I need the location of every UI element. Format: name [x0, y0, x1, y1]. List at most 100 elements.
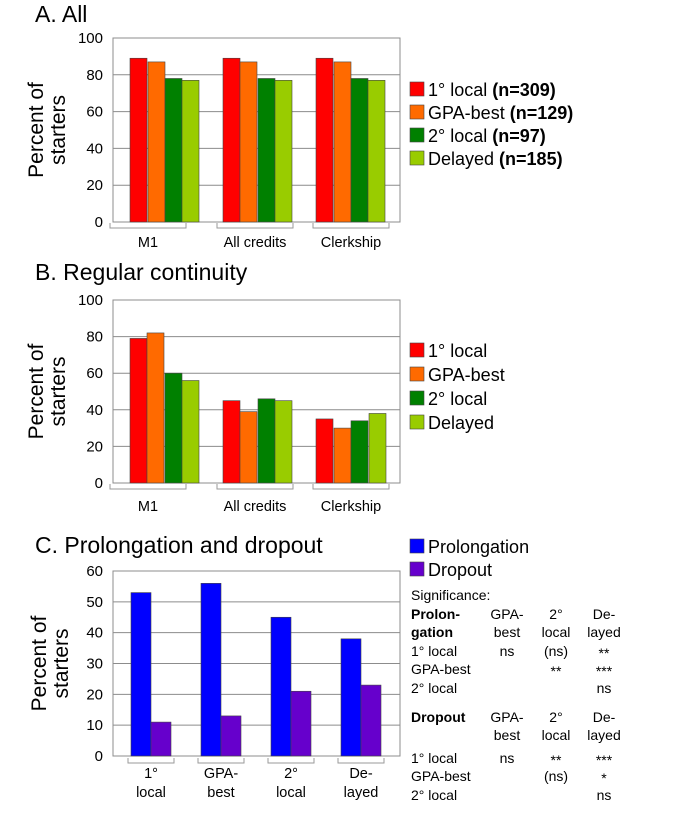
- dropout-label: Dropout: [411, 709, 466, 725]
- chart-panel-a: A. All 0 20 40 60 80 100 Percent ofstarters M1 Al…: [25, 1, 573, 251]
- column-header: local: [542, 624, 571, 640]
- column-header: 2°: [549, 606, 562, 622]
- y-tick-label: 40: [86, 402, 103, 419]
- significance-cell: (ns): [544, 768, 568, 784]
- bar: [200, 583, 222, 757]
- significance-cell: **: [599, 645, 610, 661]
- legend-count: (n=309): [492, 80, 556, 100]
- y-axis-label-line: starters: [47, 356, 70, 426]
- column-header: De-: [593, 606, 616, 622]
- legend-label: GPA-best: [428, 365, 505, 385]
- category-bracket: [197, 758, 245, 764]
- bar: [257, 398, 276, 484]
- significance-cell: ns: [500, 643, 515, 659]
- x-category-label: All credits: [224, 499, 287, 515]
- y-tick-label: 40: [86, 140, 103, 157]
- column-header: best: [494, 624, 521, 640]
- y-tick-label: 0: [95, 214, 103, 231]
- panel-title: A. All: [35, 1, 87, 27]
- column-header: GPA-: [490, 709, 524, 725]
- bar: [129, 338, 148, 484]
- significance-cell: ns: [500, 750, 515, 766]
- y-tick-label: 20: [86, 177, 103, 194]
- prolongation-label: Prolon-: [411, 606, 460, 622]
- y-axis-label-line: Percent of: [28, 615, 51, 711]
- significance-cell: ***: [596, 663, 613, 679]
- bar: [150, 721, 172, 757]
- column-header: local: [542, 727, 571, 743]
- x-category-label: GPA-: [204, 766, 239, 782]
- prolongation-label: gation: [411, 624, 453, 640]
- legend-swatch: [409, 390, 425, 406]
- bar: [222, 57, 241, 223]
- legend-count: (n=97): [492, 126, 546, 146]
- category-bracket: [312, 484, 390, 490]
- legend-label: Prolongation: [428, 537, 529, 557]
- y-axis-label: Percent ofstarters: [25, 82, 70, 178]
- y-axis-label: Percent ofstarters: [25, 343, 70, 439]
- bar: [222, 400, 241, 484]
- row-label: 2° local: [411, 680, 457, 696]
- bar: [164, 78, 183, 223]
- bar: [350, 420, 369, 484]
- legend-label: Delayed: [428, 413, 494, 433]
- y-tick-label: 60: [86, 104, 103, 121]
- legend-swatch: [409, 104, 425, 120]
- legend-label: Dropout: [428, 560, 492, 580]
- legend-series-name: GPA-best: [428, 103, 510, 123]
- bar: [368, 413, 387, 484]
- bar: [129, 57, 148, 223]
- y-axis-label-line: starters: [50, 628, 73, 698]
- category-bracket: [216, 223, 294, 229]
- category-bracket: [216, 484, 294, 490]
- column-header: GPA-: [490, 606, 524, 622]
- significance-cell: ***: [596, 752, 613, 768]
- bar: [130, 592, 152, 757]
- bar: [146, 332, 165, 484]
- x-category-label: best: [207, 785, 234, 801]
- bar: [257, 78, 276, 223]
- y-tick-label: 100: [78, 30, 103, 47]
- bar: [340, 638, 362, 757]
- row-label: 1° local: [411, 643, 457, 659]
- bar: [290, 690, 312, 757]
- x-category-label: All credits: [224, 235, 287, 251]
- y-tick-label: 80: [86, 67, 103, 84]
- category-bracket: [127, 758, 175, 764]
- significance-cell: ns: [597, 680, 612, 696]
- y-tick-label: 80: [86, 329, 103, 346]
- column-header: layed: [587, 624, 620, 640]
- category-bracket: [109, 484, 187, 490]
- y-axis-label: Percent ofstarters: [28, 615, 73, 711]
- panel-title: C. Prolongation and dropout: [35, 532, 323, 558]
- legend-label: 2° local (n=97): [428, 126, 546, 146]
- legend-swatch: [409, 538, 425, 554]
- chart-panel-c: C. Prolongation and dropout 0 10 20 30 40 50 60…: [28, 532, 529, 801]
- bar: [274, 400, 293, 484]
- y-tick-label: 100: [78, 292, 103, 309]
- plot-frame: [112, 570, 401, 757]
- legend-label: GPA-best (n=129): [428, 103, 573, 123]
- y-tick-label: 50: [86, 594, 103, 611]
- column-header: De-: [593, 709, 616, 725]
- legend-label: 1° local (n=309): [428, 80, 556, 100]
- bar: [181, 380, 200, 484]
- bar: [239, 61, 258, 223]
- bar: [164, 372, 183, 484]
- legend-swatch: [409, 150, 425, 166]
- x-category-label: local: [136, 785, 166, 801]
- bar: [350, 78, 369, 223]
- legend-label: 2° local: [428, 389, 487, 409]
- significance-cell: (ns): [544, 643, 568, 659]
- significance-cell: **: [551, 752, 562, 768]
- y-tick-label: 0: [95, 475, 103, 492]
- x-category-label: 2°: [284, 766, 298, 782]
- legend-swatch: [409, 127, 425, 143]
- x-category-label: Clerkship: [321, 235, 381, 251]
- legend-series-name: 1° local: [428, 80, 492, 100]
- legend-series-name: Delayed: [428, 149, 499, 169]
- y-tick-label: 30: [86, 656, 103, 673]
- legend-series-name: 2° local: [428, 126, 492, 146]
- category-bracket: [267, 758, 315, 764]
- x-category-label: De-: [349, 766, 373, 782]
